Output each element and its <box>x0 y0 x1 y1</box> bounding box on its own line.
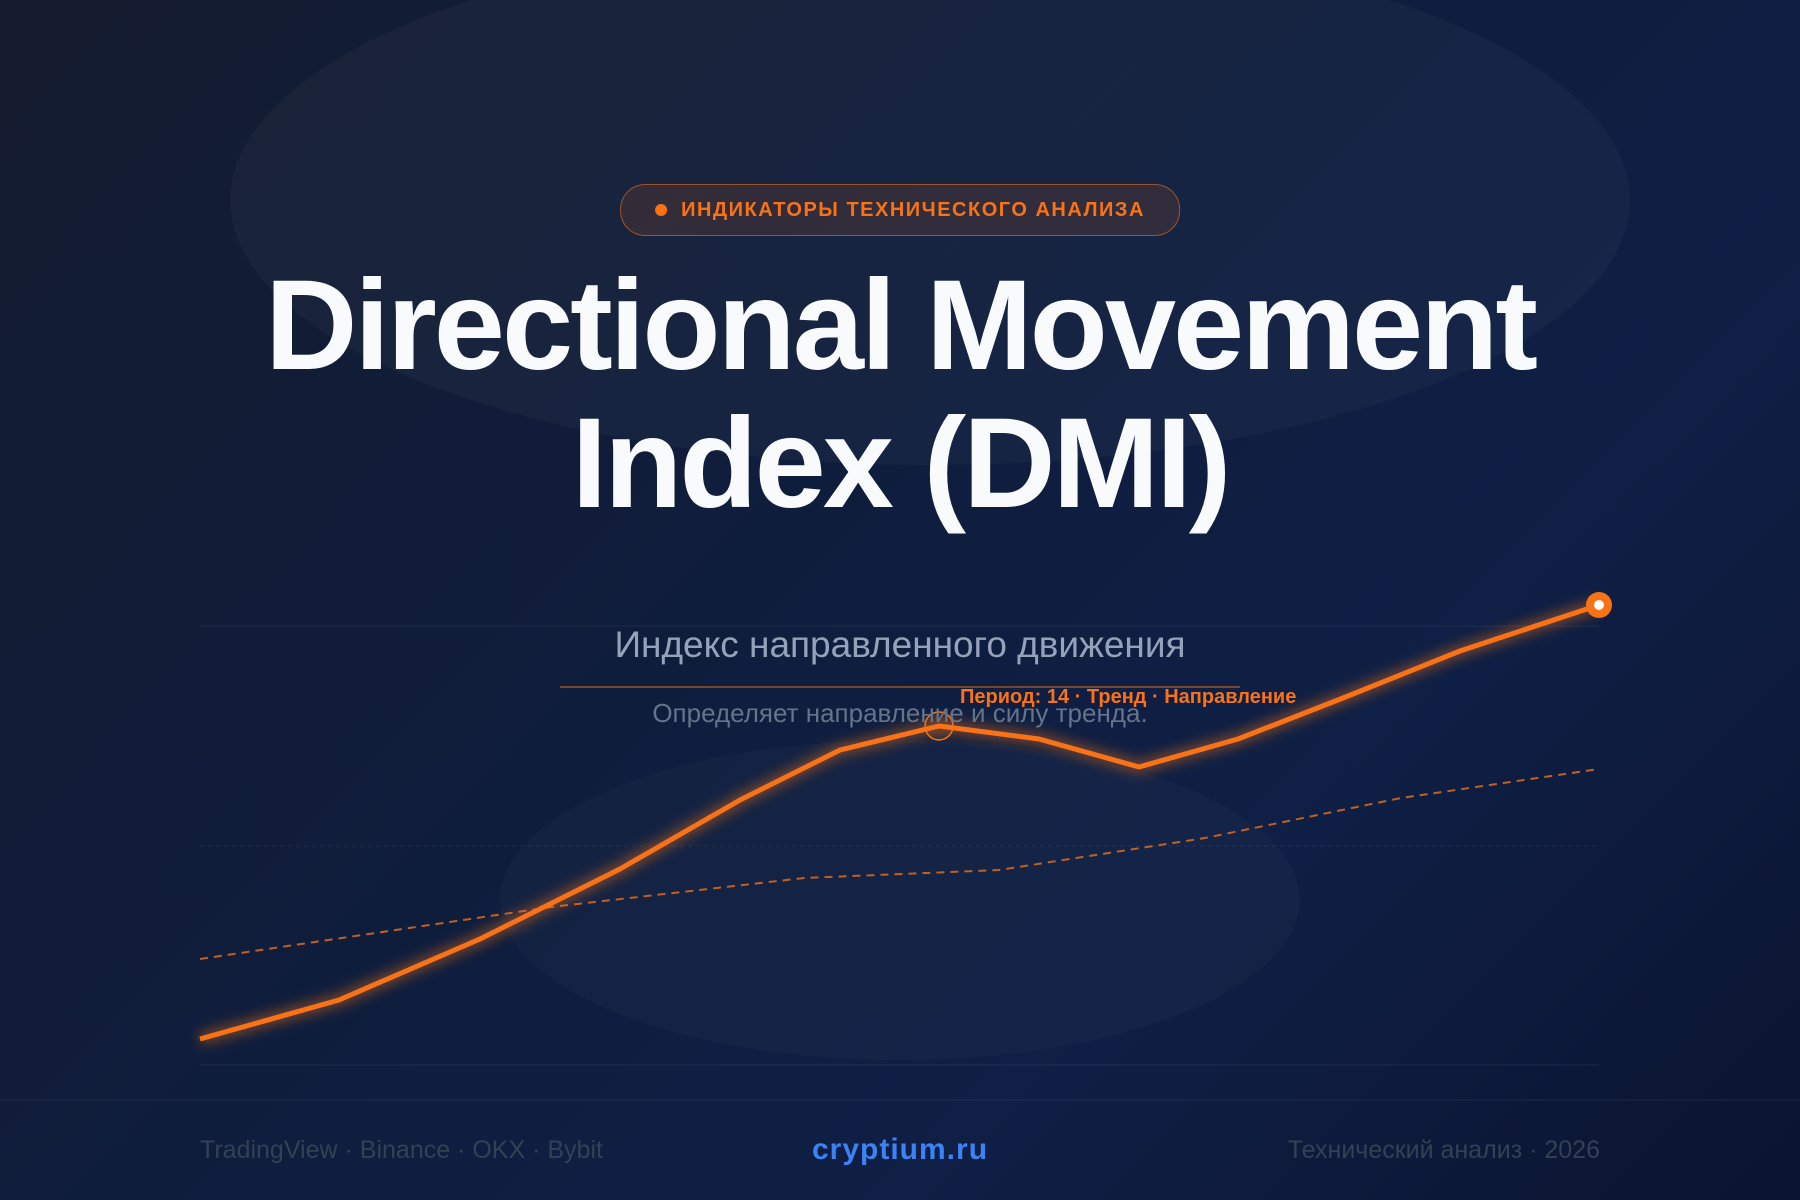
badge-text: ИНДИКАТОРЫ ТЕХНИЧЕСКОГО АНАЛИЗА <box>681 198 1145 221</box>
footer-brand: cryptium.ru <box>811 1133 989 1166</box>
footer-left: TradingView · Binance · OKX · Bybit <box>200 1136 603 1164</box>
main-line <box>199 602 1600 1042</box>
marker <box>924 711 954 741</box>
end-marker-core <box>1594 600 1604 610</box>
title-line: Directional Movement <box>264 254 1538 397</box>
badge: ИНДИКАТОРЫ ТЕХНИЧЕСКОГО АНАЛИЗА <box>620 184 1180 236</box>
chart-tag: Период: 14 · Тренд · Направление <box>960 686 1297 708</box>
footer-right: Технический анализ · 2026 <box>1287 1136 1600 1164</box>
badge-dot <box>655 204 668 216</box>
subtitle: Индекс направленного движения <box>614 624 1186 665</box>
title-line: Index (DMI) <box>571 392 1232 535</box>
description: Определяет направление и силу тренда. <box>652 698 1148 728</box>
